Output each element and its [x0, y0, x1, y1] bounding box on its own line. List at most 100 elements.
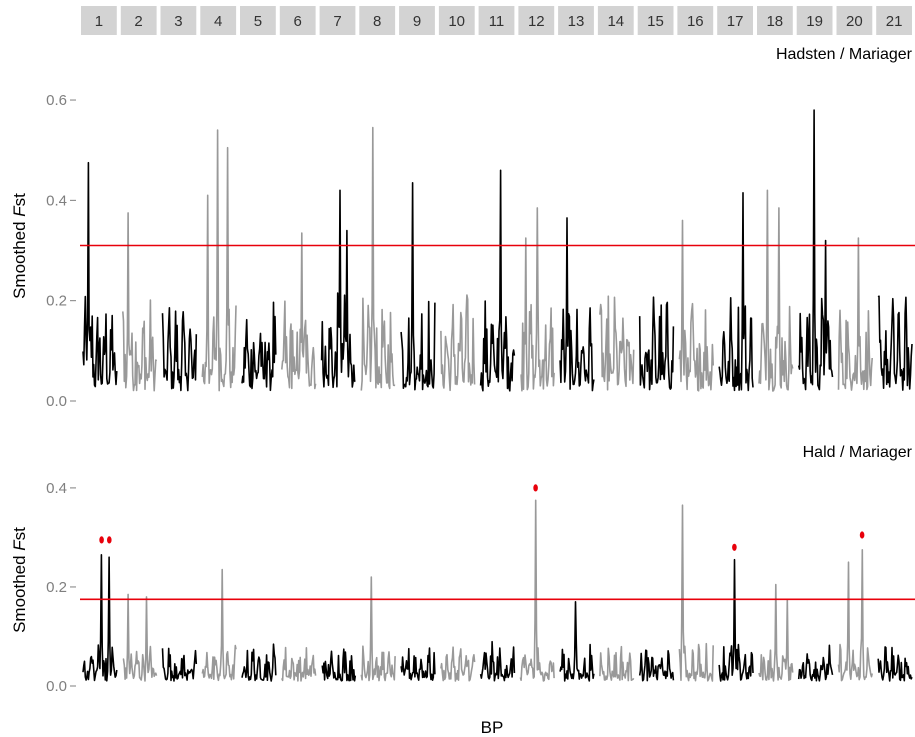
chromosome-13-series	[559, 217, 595, 392]
chromosome-11-series	[479, 169, 516, 392]
chromosome-label: 14	[607, 13, 624, 30]
chromosome-20-series	[837, 549, 873, 682]
outlier-point	[533, 484, 538, 492]
chromosome-9-series	[400, 182, 436, 391]
chromosome-14-series	[599, 295, 635, 391]
outlier-point	[859, 531, 865, 539]
chromosome-label: 6	[294, 13, 302, 30]
y-tick-label: 0.4	[46, 480, 67, 497]
chromosome-strip	[160, 6, 197, 35]
chromosome-2-series	[122, 212, 158, 392]
chromosome-strip	[677, 6, 714, 35]
y-axis: 0.0 0.2 0.4	[46, 480, 76, 695]
chromosome-label: 18	[766, 13, 783, 30]
chromosome-strip	[796, 6, 833, 35]
panel-hadsten-mariager: Hadsten / Mariager 0.0 0.2 0.4 0.6 Smoothed…	[10, 46, 915, 410]
panel-hald-mariager: Hald / Mariager 0.0 0.2 0.4 Smoothed Fst	[10, 444, 915, 695]
chromosome-19-series	[797, 109, 834, 391]
chromosome-strip	[876, 6, 912, 35]
chromosome-16-series	[678, 219, 714, 392]
chromosome-label: 8	[373, 13, 381, 30]
y-tick-label: 0.0	[46, 393, 67, 410]
chromosome-4-series	[201, 129, 237, 392]
chromosome-strips: 1 2 3 4 5 6 7 8 9 10 11 12 13 14 15 16 17 18 19 20 21	[81, 6, 912, 35]
chromosome-label: 1	[95, 13, 103, 30]
chromosome-9-series	[400, 647, 436, 681]
x-axis-title: BP	[481, 718, 504, 737]
chromosome-strip	[319, 6, 356, 35]
chromosome-label: 10	[448, 13, 465, 30]
chromosome-13-series	[559, 601, 595, 682]
chromosome-6-series	[281, 646, 317, 682]
chromosome-4-series	[201, 568, 237, 682]
panel-title: Hald / Mariager	[803, 444, 913, 461]
chromosome-20-series	[837, 237, 873, 391]
y-tick-label: 0.2	[46, 293, 67, 310]
chromosome-14-series	[599, 645, 635, 682]
chromosome-3-series	[161, 307, 198, 392]
chromosome-strip	[81, 6, 117, 35]
chromosome-7-series	[321, 648, 357, 682]
y-tick-label: 0.4	[46, 192, 67, 209]
outlier-point	[732, 543, 737, 551]
chromosome-strip	[438, 6, 475, 35]
fst-series	[82, 499, 913, 682]
chromosome-1-series	[82, 161, 118, 388]
chromosome-5-series	[241, 643, 277, 682]
chromosome-strip	[399, 6, 435, 35]
chromosome-label: 12	[528, 13, 545, 30]
chromosome-strip	[359, 6, 396, 35]
chromosome-17-series	[718, 558, 754, 682]
chromosome-15-series	[638, 649, 675, 682]
chromosome-label: 13	[568, 13, 585, 30]
chromosome-label: 11	[489, 13, 505, 30]
chromosome-strip	[240, 6, 276, 35]
chromosome-strip	[200, 6, 237, 35]
y-axis-title: Smoothed Fst	[10, 527, 29, 633]
chromosome-21-series	[877, 646, 913, 682]
chromosome-label: 19	[806, 13, 823, 30]
panel-title: Hadsten / Mariager	[776, 46, 913, 63]
chromosome-label: 16	[687, 13, 704, 30]
chromosome-7-series	[320, 189, 356, 389]
chromosome-11-series	[479, 640, 516, 682]
chromosome-strip	[279, 6, 316, 35]
y-axis-title: Smoothed Fst	[10, 193, 29, 299]
outlier-point	[99, 536, 104, 544]
chromosome-label: 17	[727, 13, 744, 30]
chromosome-strip	[637, 6, 674, 35]
chromosome-8-series	[360, 126, 396, 391]
chromosome-17-series	[718, 192, 754, 392]
chromosome-18-series	[758, 189, 794, 392]
chromosome-8-series	[360, 576, 396, 682]
chromosome-19-series	[797, 644, 834, 682]
chromosome-strip	[717, 6, 753, 35]
chromosome-strip	[558, 6, 594, 35]
y-axis: 0.0 0.2 0.4 0.6	[46, 92, 76, 410]
y-tick-label: 0.0	[46, 678, 67, 695]
chromosome-strip	[597, 6, 634, 35]
chromosome-18-series	[758, 583, 794, 682]
y-tick-label: 0.2	[46, 579, 67, 596]
chromosome-21-series	[877, 295, 913, 391]
outlier-point	[107, 536, 112, 544]
chromosome-2-series	[122, 593, 158, 682]
chromosome-label: 7	[333, 13, 341, 30]
chromosome-strip	[757, 6, 793, 35]
chromosome-10-series	[440, 294, 476, 392]
chromosome-strip	[518, 6, 555, 35]
chromosome-label: 5	[254, 13, 262, 30]
chromosome-label: 15	[647, 13, 664, 30]
chromosome-6-series	[281, 232, 317, 390]
chromosome-5-series	[241, 301, 277, 392]
chromosome-label: 2	[134, 13, 142, 30]
chromosome-12-series	[519, 499, 555, 682]
chromosome-label: 20	[846, 13, 863, 30]
fst-series	[82, 109, 913, 392]
chromosome-label: 21	[886, 13, 903, 30]
chromosome-label: 9	[413, 13, 421, 30]
chromosome-10-series	[440, 646, 476, 682]
chromosome-1-series	[82, 554, 118, 682]
chromosome-strip	[478, 6, 515, 35]
y-tick-label: 0.6	[46, 92, 67, 109]
